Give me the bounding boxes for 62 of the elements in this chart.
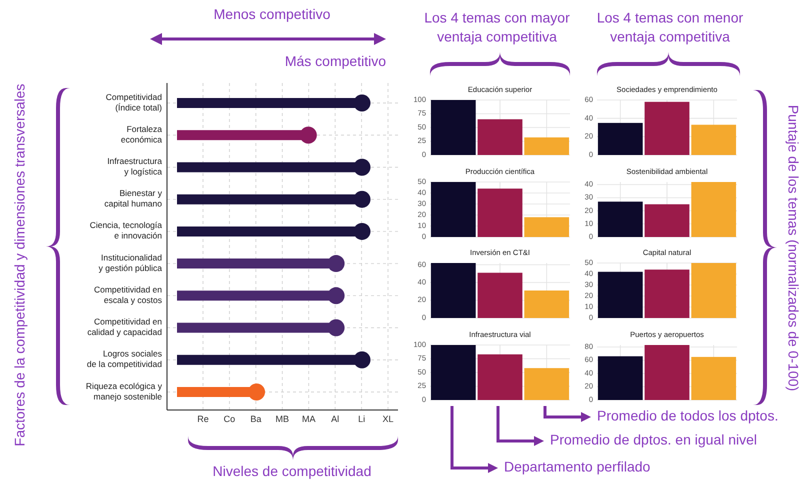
point — [328, 255, 345, 272]
y-tick-label: Fortaleza económica — [120, 124, 162, 145]
bar — [691, 356, 736, 400]
bar — [598, 122, 643, 155]
bar — [644, 204, 690, 237]
bar — [598, 356, 643, 400]
bar — [478, 272, 522, 318]
bar — [478, 354, 522, 400]
text: Ba — [250, 414, 262, 424]
text: Departamento perfilado — [504, 458, 651, 475]
point — [354, 94, 370, 112]
point — [354, 158, 370, 176]
bar — [430, 100, 476, 155]
bar — [644, 270, 690, 318]
bar — [524, 368, 570, 400]
y-tick-label: Infraestructura y logística — [107, 156, 162, 177]
bar — [524, 290, 570, 318]
y-tick-label: Logros sociales de la competitividad — [86, 348, 162, 370]
point — [248, 384, 266, 400]
text: Menos competitivo — [214, 6, 331, 22]
point — [328, 287, 345, 304]
text: Promedio de dptos. en igual nivel — [550, 432, 758, 448]
text: Puntaje de los temas (normalizados de 0-100) — [785, 104, 802, 392]
point — [354, 190, 370, 208]
bar — [524, 217, 570, 237]
point — [354, 351, 370, 368]
point — [300, 126, 317, 144]
y-tick-label: Ciencia, tecnología e innovación — [90, 220, 162, 241]
bar — [524, 137, 570, 155]
text: Li — [358, 414, 366, 424]
bar — [691, 124, 736, 155]
bar — [644, 102, 690, 155]
text: MB — [276, 414, 290, 424]
bar — [478, 188, 522, 237]
bar — [598, 202, 643, 237]
text: Más competitivo — [284, 53, 386, 69]
text: Al — [331, 414, 340, 424]
y-tick-label: Bienestar y capital humano — [104, 188, 163, 209]
bar — [691, 263, 736, 318]
point — [328, 319, 345, 336]
bar — [430, 263, 476, 318]
y-tick-label: Institucionalidad y gestión pública — [98, 252, 162, 274]
bar — [598, 272, 643, 318]
y-tick-label: Competitividad en calidad y capacidad — [87, 316, 162, 338]
text: Co — [224, 414, 236, 424]
point — [354, 222, 370, 240]
y-tick-label: Riqueza ecológica y manejo sostenible — [86, 381, 163, 402]
y-tick-label: Competitividad (Índice total) — [106, 92, 162, 112]
text: XL — [382, 414, 394, 424]
text: Promedio de todos los dptos. — [597, 408, 778, 424]
bar — [430, 182, 476, 237]
y-tick-label: Competitividad en escala y costos — [94, 284, 162, 306]
bar — [430, 345, 476, 400]
bar — [691, 182, 736, 237]
text: Los 4 temas con menor ventaja competitiva — [596, 9, 744, 44]
y-axis-title: Factores de la competitividad y dimensiones transversales — [12, 84, 28, 446]
text: Re — [197, 414, 209, 424]
bar — [478, 119, 522, 155]
text: Los 4 temas con mayor ventaja competitiva — [424, 9, 570, 44]
bar — [644, 345, 690, 400]
x-axis-title: Niveles de competitividad — [212, 463, 372, 479]
text: MA — [302, 414, 316, 424]
